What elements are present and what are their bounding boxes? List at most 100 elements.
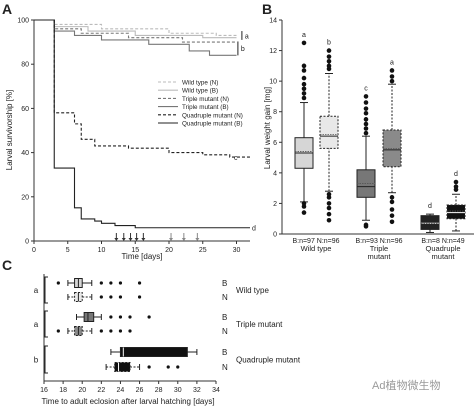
- panel-a-legend-label: Quadruple mutant (N): [182, 112, 243, 119]
- panel-b-outlier: [326, 63, 332, 69]
- panel-c-letter: a: [34, 286, 39, 295]
- panel-c-x-tick-label: 26: [136, 387, 144, 394]
- panel-b-outlier: [363, 121, 369, 127]
- panel-b-outlier: [301, 63, 307, 69]
- panel-c-outlier: [147, 365, 151, 369]
- panel-a-x-tick-label: 5: [66, 247, 70, 254]
- panel-c-row-label: B: [222, 313, 227, 322]
- panel-a-y-tick-label: 20: [21, 194, 29, 201]
- panel-b-outlier: [389, 78, 395, 84]
- panel-b-outlier: [301, 86, 307, 92]
- panel-b-outlier: [326, 201, 332, 206]
- panel-b-outlier: [326, 211, 332, 217]
- panel-b-outlier: [453, 179, 459, 185]
- panel-b-chart: Larval weight gain [mg] 0 2 4 6 8 10 12 14 a b c a d…: [263, 18, 474, 261]
- panel-b-outlier: [301, 95, 307, 101]
- panel-c-outlier: [128, 329, 132, 333]
- panel-c-group-label: Triple mutant: [236, 320, 283, 329]
- panel-c-outlier: [99, 281, 103, 285]
- panel-a-arrow-head: [128, 238, 133, 241]
- panel-c-group-label: Wild type: [236, 286, 269, 295]
- panel-a-group-letter: b: [241, 46, 245, 53]
- panel-b-outlier: [363, 130, 369, 136]
- panel-a-legend-label: Wild type (B): [182, 88, 218, 95]
- panel-c-outlier: [109, 315, 113, 319]
- panel-b-outlier: [389, 68, 395, 73]
- panel-a-legend-label: Wild type (N): [182, 80, 218, 87]
- panel-c-x-tick-label: 34: [212, 387, 220, 394]
- panel-b-group-label: Triple: [370, 244, 388, 253]
- panel-c-x-tick-label: 16: [40, 387, 48, 394]
- panel-a-y-label: Larval survivorship [%]: [5, 90, 14, 170]
- panel-b-letter: d: [454, 171, 458, 178]
- panel-c-x-tick-label: 20: [78, 387, 86, 394]
- panel-c-x-tick-label: 30: [174, 387, 182, 394]
- panel-a-group-letter: a: [245, 33, 249, 40]
- panel-c-outlier: [109, 295, 113, 299]
- panel-b-sample-label: B:n=97 N:n=96: [292, 238, 339, 245]
- panel-b-outlier: [301, 91, 307, 96]
- panel-b-outlier: [301, 68, 307, 73]
- panel-b-outlier: [326, 58, 332, 64]
- panel-a-x-tick-label: 30: [233, 247, 241, 254]
- panel-b-outlier: [389, 219, 395, 225]
- panel-c-outlier: [137, 295, 142, 299]
- panel-b-letter: c: [364, 85, 368, 92]
- panel-c-bracket: [44, 345, 48, 374]
- panel-c-box: [83, 312, 95, 322]
- panel-c-outlier: [99, 329, 103, 333]
- panel-c-outlier: [109, 281, 113, 285]
- panel-a-x-label: Time [days]: [121, 252, 162, 261]
- panel-a-series-line: [34, 19, 237, 56]
- panel-c-outlier: [147, 315, 151, 319]
- panel-b-outlier: [363, 94, 369, 99]
- panel-b-outlier: [326, 191, 332, 197]
- panel-c-outlier: [137, 281, 142, 285]
- panel-a-x-tick-label: 20: [165, 247, 173, 254]
- panel-b-outlier: [389, 195, 395, 200]
- panel-a-legend-label: Triple mutant (N): [182, 96, 229, 103]
- panel-a-arrow-head: [195, 238, 200, 241]
- panel-b-outlier: [301, 210, 307, 215]
- panel-b-outlier: [363, 222, 369, 228]
- panel-a-y-tick-label: 40: [21, 150, 29, 157]
- panel-c-x-tick-label: 28: [155, 387, 163, 394]
- panel-b-box: [446, 204, 466, 220]
- panel-c-x-tick-label: 24: [117, 387, 125, 394]
- panel-b-outlier: [363, 100, 369, 105]
- panel-c-outlier: [128, 315, 132, 319]
- panel-a-arrow-head: [114, 238, 119, 241]
- panel-b-outlier: [326, 217, 332, 223]
- panel-letter-c: C: [2, 257, 12, 273]
- panel-c-bracket: [44, 310, 48, 338]
- panel-b-y-tick-label: 14: [269, 18, 277, 25]
- panel-c-row-label: B: [222, 348, 227, 357]
- panel-a-y-tick-label: 0: [25, 239, 29, 246]
- panel-a-group-letter: d: [252, 226, 256, 233]
- panel-a-legend: Wild type (N)Wild type (B)Triple mutant …: [158, 80, 243, 128]
- panel-b-outlier: [389, 207, 395, 212]
- panel-c-outlier: [166, 365, 170, 369]
- panel-c-outlier: [118, 281, 123, 285]
- panel-b-outlier: [326, 48, 332, 53]
- panel-c-row-label: N: [222, 327, 228, 336]
- panel-b-outlier: [363, 110, 369, 116]
- panel-c-outlier: [176, 365, 180, 369]
- panel-b-y-tick-label: 10: [269, 79, 277, 86]
- panel-b-outlier: [363, 117, 369, 122]
- panel-c-row-label: N: [222, 363, 228, 372]
- panel-c-letter: b: [34, 356, 39, 365]
- panel-b-group-label: Quadruple: [425, 244, 460, 253]
- panel-c-letter: a: [34, 320, 39, 329]
- panel-b-letter: a: [390, 59, 394, 66]
- watermark-text: Ad植物微生物: [372, 378, 440, 392]
- panel-b-outlier: [326, 205, 332, 211]
- panel-b-group-label: Wild type: [301, 244, 332, 253]
- panel-b-y-tick-label: 0: [273, 232, 277, 239]
- panel-b-outlier: [363, 126, 369, 131]
- panel-b-group-label: mutant: [432, 252, 456, 261]
- panel-c-x-tick-label: 32: [193, 387, 201, 394]
- panel-b-sample-label: B:n=8 N:n=49: [421, 238, 464, 245]
- panel-c-box: [114, 362, 131, 372]
